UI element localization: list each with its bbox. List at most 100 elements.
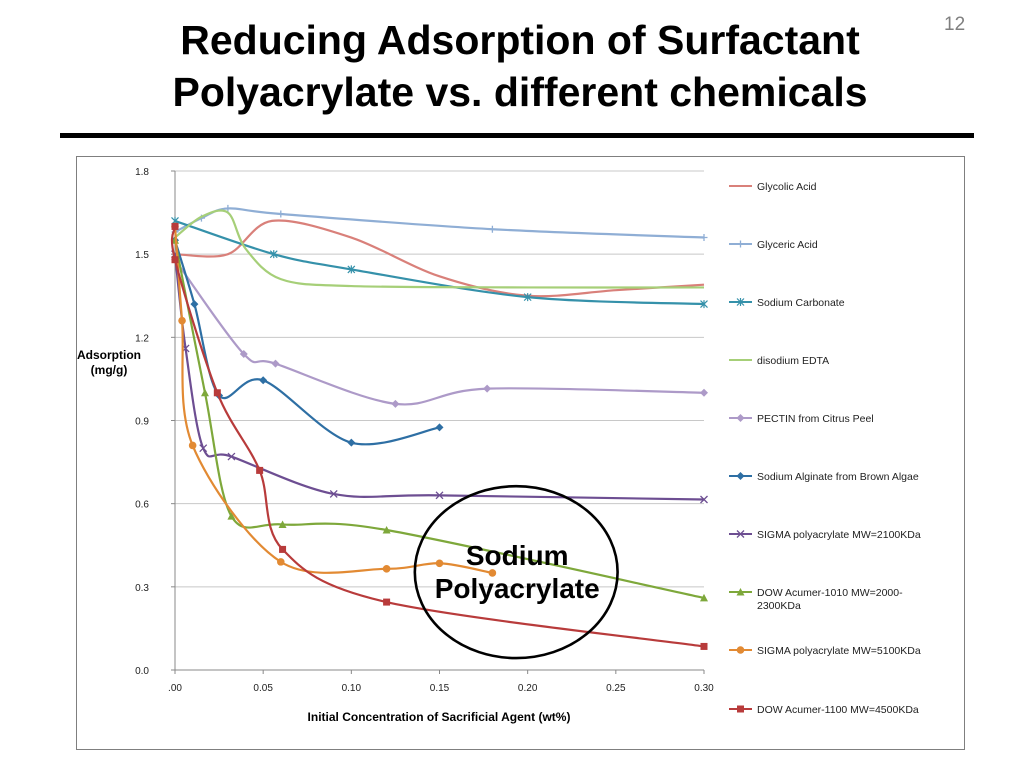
data-point (435, 491, 444, 500)
legend-label: 2300KDa (757, 600, 801, 612)
x-tick-label: .00 (168, 683, 182, 694)
y-tick-label: 1.5 (135, 250, 149, 261)
x-tick-label: 0.05 (253, 683, 273, 694)
y-axis-title-units: (mg/g) (91, 363, 128, 377)
legend-item-0: Glycolic Acid (729, 181, 817, 193)
data-point (700, 300, 708, 309)
data-point (213, 389, 221, 397)
series-line (174, 219, 705, 298)
y-tick-label: 0.9 (135, 417, 149, 428)
legend-item-3: disodium EDTA (729, 355, 829, 367)
data-point (199, 444, 208, 453)
x-tick-label: 0.25 (606, 683, 626, 694)
series-2 (171, 216, 708, 309)
series-9 (170, 222, 708, 650)
data-point (488, 225, 496, 233)
series-line (170, 226, 705, 648)
data-point (224, 204, 232, 212)
annotation-ellipse (413, 484, 619, 660)
data-point (256, 466, 264, 474)
data-point (259, 376, 268, 385)
data-point (435, 423, 444, 432)
slide-number: 12 (944, 14, 966, 35)
legend-item-8: SIGMA polyacrylate MW=5100KDa (729, 645, 921, 657)
data-point (227, 452, 236, 461)
x-axis-title: Initial Concentration of Sacrificial Age… (308, 710, 571, 724)
y-tick-label: 0.0 (135, 666, 149, 677)
data-point (200, 388, 209, 397)
data-point (227, 512, 236, 520)
title-divider (60, 133, 974, 138)
series-lines (170, 204, 708, 650)
data-point (329, 490, 338, 498)
series-0 (174, 219, 705, 298)
legend-label: Glyceric Acid (757, 239, 818, 251)
legend-swatch-marker (736, 588, 745, 596)
legend-swatch-marker (736, 646, 745, 654)
y-tick-label: 0.3 (135, 583, 149, 594)
data-point (277, 558, 285, 566)
y-tick-label: 1.8 (135, 167, 149, 178)
data-point (700, 642, 708, 650)
data-point (188, 441, 197, 450)
data-point (700, 495, 708, 504)
legend-swatch-marker (736, 530, 745, 538)
x-tick-label: 0.15 (430, 683, 450, 694)
legend-label: Glycolic Acid (757, 181, 817, 193)
data-point (435, 559, 444, 568)
data-point (382, 565, 391, 573)
legend-label: SIGMA polyacrylate MW=2100KDa (757, 529, 921, 541)
y-tick-label: 1.2 (135, 333, 149, 344)
data-point (347, 265, 356, 274)
data-point (391, 399, 400, 408)
legend-swatch-marker (737, 705, 744, 713)
x-tick-label: 0.10 (342, 683, 362, 694)
series-line (174, 209, 705, 289)
chart-frame: 0.0 0.3 0.6 0.9 1.2 1.5 1.8 .00 0.05 0.10 0.15 0.20… (76, 156, 965, 750)
adsorption-line-chart: 0.0 0.3 0.6 0.9 1.2 1.5 1.8 .00 0.05 0.10 0.15 0.20… (77, 167, 921, 724)
data-point (190, 300, 199, 309)
legend-item-6: SIGMA polyacrylate MW=2100KDa (729, 529, 921, 541)
data-point (347, 438, 356, 447)
legend: Glycolic Acid Glyceric Acid Sodium Carbona… (729, 181, 921, 716)
data-point (277, 210, 285, 218)
y-tick-label: 0.6 (135, 500, 149, 511)
data-point (178, 316, 186, 325)
legend-label: disodium EDTA (757, 355, 829, 367)
data-point (523, 293, 532, 302)
legend-item-4: PECTIN from Citrus Peel (729, 413, 874, 425)
data-point (269, 250, 278, 259)
series-5 (171, 236, 444, 447)
data-point (488, 569, 497, 577)
series-3 (174, 209, 705, 289)
legend-item-2: Sodium Carbonate (729, 297, 845, 309)
series-line (173, 254, 705, 501)
data-point (383, 598, 391, 606)
slide-title-line1: Reducing Adsorption of Surfactant (180, 17, 860, 63)
axes: 0.0 0.3 0.6 0.9 1.2 1.5 1.8 .00 0.05 0.10 0.15 0.20… (77, 167, 714, 724)
slide-title: Reducing Adsorption of Surfactant Polyac… (80, 14, 960, 118)
annotation-text-line2: Polyacrylate (435, 573, 600, 604)
legend-label: SIGMA polyacrylate MW=5100KDa (757, 645, 921, 657)
legend-swatch-marker (736, 472, 745, 480)
series-4 (171, 255, 708, 408)
data-point (171, 222, 179, 230)
legend-item-9: DOW Acumer-1100 MW=4500KDa (729, 704, 919, 716)
legend-swatch-marker (736, 414, 745, 422)
data-point (239, 349, 248, 358)
data-point (279, 545, 287, 553)
x-tick-label: 0.30 (694, 683, 714, 694)
legend-swatch-marker (736, 298, 745, 306)
data-point (700, 593, 708, 602)
y-axis-title: Adsorption (77, 348, 141, 362)
legend-label: DOW Acumer-1100 MW=4500KDa (757, 704, 919, 716)
series-line (174, 207, 705, 239)
series-line (174, 259, 705, 406)
legend-label: Sodium Alginate from Brown Algae (757, 471, 919, 483)
data-point (271, 359, 280, 368)
series-line (173, 240, 705, 599)
legend-item-7: DOW Acumer-1010 MW=2000-2300KDa (729, 587, 903, 612)
legend-label: PECTIN from Citrus Peel (757, 413, 874, 425)
series-7 (171, 236, 708, 602)
data-point (382, 526, 391, 534)
